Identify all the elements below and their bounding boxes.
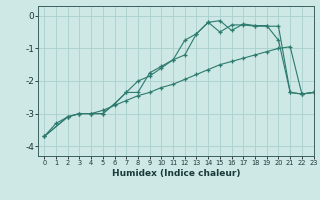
X-axis label: Humidex (Indice chaleur): Humidex (Indice chaleur) [112, 169, 240, 178]
